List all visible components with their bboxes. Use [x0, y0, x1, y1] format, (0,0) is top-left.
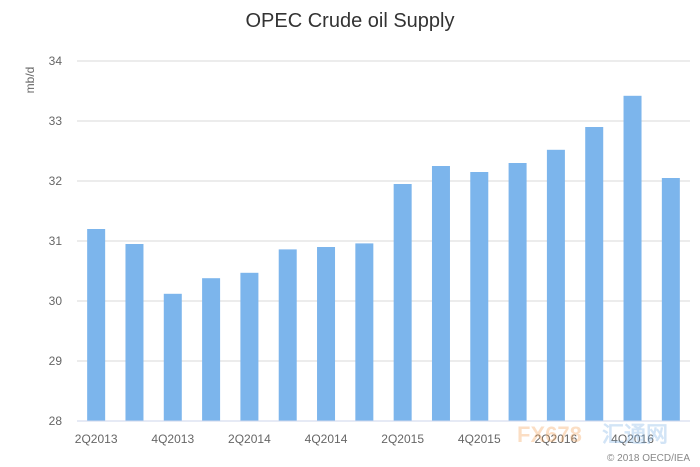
watermark-text-a: FX678	[517, 422, 582, 447]
bar-3Q2013	[125, 244, 144, 421]
bar-1Q2017	[661, 178, 680, 421]
y-tick-labels: 28 29 30 31 32 33 34	[49, 54, 63, 428]
bar-4Q2015	[470, 172, 489, 421]
y-tick-label: 28	[49, 414, 63, 428]
bar-4Q2013	[163, 293, 182, 421]
x-tick-label: 2Q2013	[75, 432, 118, 446]
y-tick-label: 30	[49, 294, 63, 308]
bars	[87, 95, 680, 422]
x-tick-label: 2Q2015	[381, 432, 424, 446]
bar-1Q2016	[508, 163, 527, 421]
chart-title: OPEC Crude oil Supply	[246, 10, 455, 32]
x-tick-label: 4Q2016	[611, 432, 654, 446]
bar-2Q2013	[87, 229, 106, 421]
x-tick-label: 4Q2014	[305, 432, 348, 446]
watermark: FX678 汇通网	[517, 422, 668, 447]
credit-text: © 2018 OECD/IEA	[607, 453, 690, 464]
bar-3Q2015	[431, 166, 450, 421]
x-tick-label: 4Q2015	[458, 432, 501, 446]
bar-1Q2014	[202, 278, 221, 421]
bar-3Q2014	[278, 249, 297, 421]
y-tick-label: 34	[49, 54, 63, 68]
x-tick-label: 2Q2016	[535, 432, 578, 446]
x-tick-labels: 2Q2013 4Q2013 2Q2014 4Q2014 2Q2015 4Q2015 2Q20…	[75, 432, 654, 446]
watermark-text-b: 汇通网	[602, 422, 668, 447]
y-tick-label: 33	[49, 114, 63, 128]
bar-2Q2015	[393, 184, 412, 421]
y-tick-label: 31	[49, 234, 63, 248]
bar-2Q2014	[240, 272, 259, 421]
y-axis-label: mb/d	[23, 67, 37, 94]
bar-3Q2016	[585, 127, 604, 421]
bar-2Q2016	[546, 149, 565, 422]
y-tick-label: 32	[49, 174, 63, 188]
y-tick-label: 29	[49, 354, 63, 368]
bar-4Q2016	[623, 95, 642, 422]
x-tick-label: 4Q2013	[151, 432, 194, 446]
bar-4Q2014	[317, 247, 336, 421]
x-tick-label: 2Q2014	[228, 432, 271, 446]
bar-1Q2015	[355, 243, 374, 421]
